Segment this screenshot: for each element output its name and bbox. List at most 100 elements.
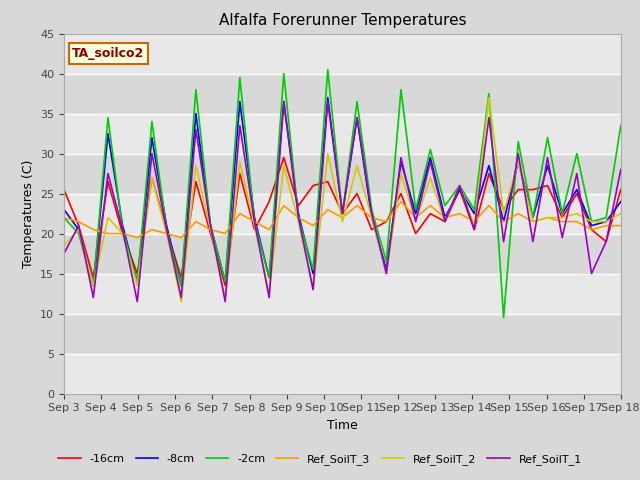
- -8cm: [60, 207, 68, 213]
- -16cm: [383, 219, 390, 225]
- -8cm: [412, 211, 419, 216]
- Ref_SoilT_2: [353, 163, 361, 168]
- -8cm: [251, 215, 259, 220]
- Ref_SoilT_3: [177, 235, 185, 240]
- -16cm: [339, 211, 346, 216]
- -8cm: [441, 215, 449, 220]
- -2cm: [236, 75, 244, 81]
- -2cm: [294, 215, 302, 220]
- -16cm: [280, 155, 287, 160]
- Ref_SoilT_2: [75, 227, 83, 232]
- Ref_SoilT_1: [324, 99, 332, 105]
- Ref_SoilT_3: [221, 231, 229, 237]
- Ref_SoilT_1: [412, 219, 419, 225]
- Y-axis label: Temperatures (C): Temperatures (C): [22, 159, 35, 268]
- -2cm: [456, 183, 463, 189]
- Line: Ref_SoilT_2: Ref_SoilT_2: [64, 97, 621, 301]
- Ref_SoilT_2: [266, 291, 273, 297]
- -16cm: [617, 187, 625, 192]
- -8cm: [339, 211, 346, 216]
- Ref_SoilT_2: [192, 163, 200, 168]
- Ref_SoilT_1: [294, 215, 302, 220]
- Ref_SoilT_1: [207, 223, 214, 228]
- -8cm: [485, 163, 493, 168]
- -2cm: [588, 219, 595, 225]
- -16cm: [544, 183, 552, 189]
- Ref_SoilT_1: [90, 295, 97, 300]
- -16cm: [441, 219, 449, 225]
- Ref_SoilT_3: [133, 235, 141, 240]
- Ref_SoilT_2: [177, 299, 185, 304]
- -8cm: [236, 99, 244, 105]
- Ref_SoilT_3: [500, 219, 508, 225]
- -2cm: [339, 211, 346, 216]
- -2cm: [544, 135, 552, 141]
- -8cm: [368, 215, 376, 220]
- Ref_SoilT_2: [368, 215, 376, 220]
- Ref_SoilT_1: [470, 227, 478, 232]
- Line: Ref_SoilT_3: Ref_SoilT_3: [64, 202, 621, 238]
- -16cm: [90, 275, 97, 280]
- -8cm: [500, 219, 508, 225]
- Ref_SoilT_3: [119, 231, 127, 237]
- Ref_SoilT_3: [207, 227, 214, 232]
- Ref_SoilT_1: [280, 99, 287, 105]
- -2cm: [383, 259, 390, 264]
- -16cm: [515, 187, 522, 192]
- Ref_SoilT_3: [412, 215, 419, 220]
- -8cm: [397, 159, 405, 165]
- -2cm: [529, 215, 537, 220]
- Ref_SoilT_3: [515, 211, 522, 216]
- Bar: [64, 154, 621, 193]
- Ref_SoilT_1: [456, 183, 463, 189]
- -2cm: [515, 139, 522, 144]
- -2cm: [90, 283, 97, 288]
- Ref_SoilT_2: [133, 283, 141, 288]
- -16cm: [236, 171, 244, 177]
- -8cm: [221, 279, 229, 285]
- Ref_SoilT_1: [397, 155, 405, 160]
- Ref_SoilT_3: [294, 215, 302, 220]
- -8cm: [294, 211, 302, 216]
- Ref_SoilT_3: [397, 199, 405, 204]
- -16cm: [500, 207, 508, 213]
- Ref_SoilT_2: [544, 215, 552, 220]
- -8cm: [207, 223, 214, 228]
- -2cm: [104, 115, 112, 120]
- Ref_SoilT_3: [558, 219, 566, 225]
- Ref_SoilT_2: [470, 223, 478, 228]
- Ref_SoilT_3: [192, 219, 200, 225]
- X-axis label: Time: Time: [327, 419, 358, 432]
- Ref_SoilT_1: [602, 239, 610, 244]
- -16cm: [75, 223, 83, 228]
- Ref_SoilT_2: [163, 231, 170, 237]
- -2cm: [60, 215, 68, 220]
- Ref_SoilT_3: [544, 215, 552, 220]
- Ref_SoilT_1: [104, 171, 112, 177]
- Ref_SoilT_2: [383, 271, 390, 276]
- -2cm: [412, 207, 419, 213]
- Ref_SoilT_1: [353, 115, 361, 120]
- Ref_SoilT_3: [251, 219, 259, 225]
- Ref_SoilT_2: [251, 223, 259, 228]
- Ref_SoilT_2: [485, 95, 493, 100]
- Bar: [64, 354, 621, 394]
- Ref_SoilT_2: [148, 175, 156, 180]
- -16cm: [221, 283, 229, 288]
- Ref_SoilT_1: [163, 227, 170, 232]
- -16cm: [324, 179, 332, 184]
- -8cm: [558, 211, 566, 216]
- Ref_SoilT_1: [192, 127, 200, 132]
- -8cm: [148, 135, 156, 141]
- -8cm: [192, 111, 200, 117]
- -2cm: [207, 223, 214, 228]
- -16cm: [485, 171, 493, 177]
- Ref_SoilT_1: [485, 115, 493, 120]
- -16cm: [353, 191, 361, 196]
- Ref_SoilT_1: [383, 271, 390, 276]
- Ref_SoilT_2: [221, 295, 229, 300]
- Ref_SoilT_1: [500, 239, 508, 244]
- -8cm: [177, 283, 185, 288]
- -2cm: [558, 211, 566, 216]
- -16cm: [133, 271, 141, 276]
